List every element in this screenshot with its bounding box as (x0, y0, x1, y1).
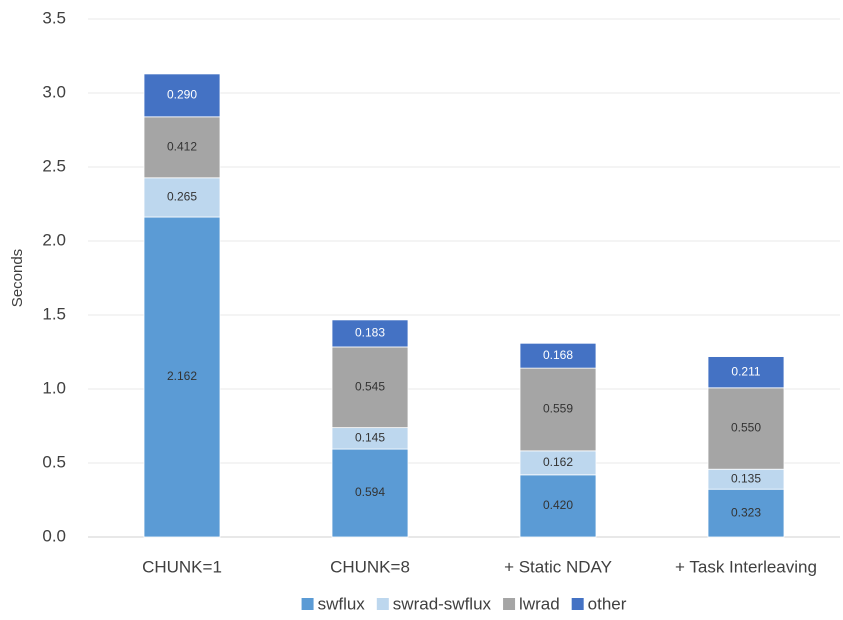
bar-segment (143, 216, 221, 538)
bar-segment (707, 387, 785, 470)
data-label: 0.162 (543, 455, 573, 469)
bar-segment (143, 73, 221, 118)
y-tick-label: 1.0 (42, 378, 66, 397)
y-tick-label: 2.0 (42, 230, 66, 249)
legend-swatch (571, 598, 584, 610)
data-label: 0.290 (167, 88, 197, 102)
y-tick-label: 3.0 (42, 82, 66, 101)
y-tick-label: 0.0 (42, 526, 66, 545)
data-label: 0.545 (355, 379, 385, 393)
bar-segment (519, 367, 597, 452)
data-label: 0.323 (731, 505, 761, 519)
y-axis-label: Seconds (9, 249, 26, 307)
y-tick-label: 3.5 (42, 8, 66, 27)
x-tick-label: + Static NDAY (504, 557, 612, 576)
data-label: 2.162 (167, 369, 197, 383)
data-label: 0.183 (355, 326, 385, 340)
data-label: 0.594 (355, 485, 385, 499)
x-tick-label: CHUNK=1 (142, 557, 222, 576)
data-label: 0.412 (167, 139, 197, 153)
data-label: 0.135 (731, 471, 761, 485)
data-label: 0.265 (167, 190, 197, 204)
bar-segment (707, 356, 785, 389)
legend-swatch (503, 598, 516, 610)
data-label: 0.168 (543, 348, 573, 362)
legend-swatch (301, 598, 314, 610)
data-label: 0.145 (355, 431, 385, 445)
bar-segment (331, 448, 409, 538)
bar-segment (143, 177, 221, 218)
y-tick-label: 1.5 (42, 304, 66, 323)
y-tick-label: 0.5 (42, 452, 66, 471)
data-label: 0.211 (731, 364, 760, 378)
bar-segment (707, 488, 785, 538)
bar-segment (519, 474, 597, 538)
bar-segment (519, 342, 597, 369)
y-tick-label: 2.5 (42, 156, 66, 175)
x-tick-label: + Task Interleaving (675, 557, 817, 576)
legend-swatch (376, 598, 389, 610)
legend-label: swflux (318, 594, 366, 613)
legend-label: other (588, 594, 627, 613)
data-label: 0.550 (731, 421, 761, 435)
data-label: 0.559 (543, 402, 573, 416)
bar-segment (143, 116, 221, 179)
data-label: 0.420 (543, 498, 573, 512)
legend-label: swrad-swflux (393, 594, 492, 613)
legend-label: lwrad (519, 594, 560, 613)
x-tick-label: CHUNK=8 (330, 557, 410, 576)
bar-segment (331, 319, 409, 348)
